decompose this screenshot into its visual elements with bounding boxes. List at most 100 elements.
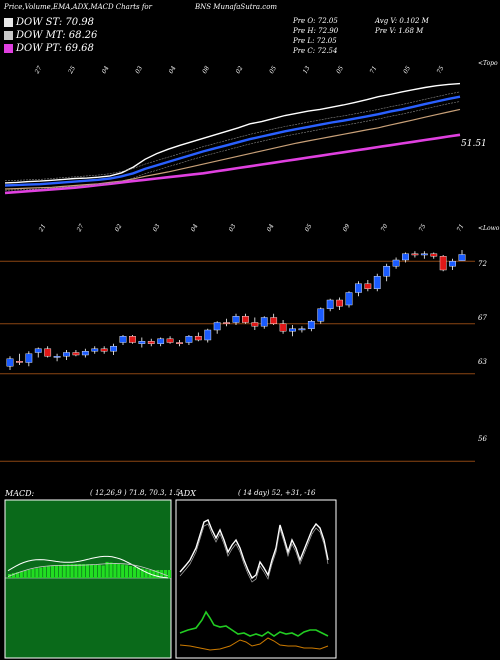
level-label-67: 67 <box>478 314 487 322</box>
ema-date-tick: 71 <box>369 65 379 75</box>
stat-prev-high: Pre H: 72.90 <box>293 27 339 35</box>
candle-body <box>157 338 165 344</box>
legend-dow-pt-swatch <box>4 44 13 53</box>
level-label-72: 72 <box>478 260 487 268</box>
macd-histogram-bar <box>164 570 168 578</box>
candle-body <box>194 336 202 341</box>
candle-body <box>16 361 23 363</box>
candle-body <box>289 328 296 332</box>
macd-signal-line <box>7 563 169 577</box>
candle-body <box>355 283 362 293</box>
candle-body <box>91 348 99 352</box>
macd-histogram-bar <box>39 567 43 578</box>
macd-histogram-bar <box>58 564 62 578</box>
ema-line-4 <box>4 133 461 195</box>
ema-date-tick: 75 <box>436 65 446 75</box>
ema-date-tick: 25 <box>67 65 77 76</box>
legend-dow-mt-label: DOW MT: 68.26 <box>16 30 98 41</box>
price-date-tick: 04 <box>190 223 200 233</box>
candle-body <box>345 292 353 306</box>
candle-body <box>270 317 278 324</box>
macd-histogram-bar <box>86 564 90 578</box>
ema-line-2 <box>4 95 461 187</box>
macd-params: ( 12,26,9 ) 71.8, 70.3, 1.5 <box>90 489 181 497</box>
legend-dow-st: DOW ST: 70.98 <box>4 17 94 28</box>
candle-body <box>279 323 287 332</box>
macd-histogram-bar <box>11 573 16 578</box>
ema-date-tick: 05 <box>335 65 345 75</box>
legend-dow-st-swatch <box>4 18 13 27</box>
ema-line-1 <box>4 82 461 184</box>
price-date-tick: 03 <box>228 223 238 233</box>
candle-body <box>204 329 212 341</box>
macd-histogram-bar <box>136 567 140 578</box>
candle-body <box>326 299 334 309</box>
macd-histogram-bar <box>78 564 82 578</box>
candle-body <box>420 253 428 256</box>
macd-histogram-bar <box>117 563 121 578</box>
macd-line <box>7 555 169 579</box>
price-date-tick: 09 <box>342 223 352 233</box>
macd-histogram-bar <box>105 561 109 578</box>
ema-date-tick: 05 <box>268 65 278 75</box>
adx-params: ( 14 day) 52, +31, -16 <box>238 489 316 497</box>
macd-histogram-bar <box>113 563 117 578</box>
chart-title-left: Price,Volume,EMA,ADX,MACD Charts for <box>4 3 152 11</box>
macd-histogram-bar <box>89 564 94 578</box>
ema-band-2 <box>4 101 461 191</box>
macd-histogram-bar <box>54 565 58 578</box>
macd-histogram-bar <box>35 568 39 578</box>
candle-body <box>336 299 343 307</box>
macd-histogram-bar <box>97 565 101 578</box>
legend-dow-mt-swatch <box>4 31 13 40</box>
macd-histogram-bar <box>15 572 19 578</box>
candle-body <box>34 348 42 353</box>
stat-prev-close: Pre C: 72.54 <box>293 47 338 55</box>
price-date-tick: 21 <box>37 223 47 234</box>
candle-body <box>430 253 438 257</box>
macd-histogram-bar <box>167 570 172 578</box>
macd-histogram-bar <box>144 569 148 578</box>
candle-body <box>232 316 240 323</box>
ema-date-tick: 04 <box>101 65 111 75</box>
candle-body <box>251 322 259 327</box>
candle-body <box>129 336 136 343</box>
ema-date-tick: 02 <box>235 65 245 75</box>
candle-body <box>317 308 325 322</box>
candle-body <box>63 352 70 357</box>
candle-body <box>44 348 52 357</box>
candle-body <box>166 338 174 343</box>
chart-title-right: BNS MunafaSutra.com <box>195 3 278 11</box>
legend-dow-mt: DOW MT: 68.26 <box>4 30 97 41</box>
adx-minus-di-line <box>179 637 329 651</box>
candle-body <box>383 266 391 277</box>
price-date-tick: 02 <box>114 223 124 233</box>
macd-histogram-bar <box>121 564 125 578</box>
candle-body <box>260 317 268 327</box>
macd-histogram-bar <box>19 571 23 578</box>
price-corner-label: <Lowo <box>478 225 500 232</box>
candle-body <box>449 261 456 267</box>
candle-body <box>402 253 409 261</box>
macd-histogram-bar <box>70 564 74 578</box>
candle-body <box>373 276 381 289</box>
ema-date-tick: 08 <box>201 65 211 75</box>
candle-body <box>392 259 400 267</box>
macd-histogram-bar <box>31 568 35 578</box>
macd-histogram-bar <box>156 570 160 578</box>
candle-body <box>223 322 230 324</box>
candle-body <box>100 348 108 352</box>
macd-histogram-bar <box>132 566 136 578</box>
ema-price-label: 51.51 <box>461 139 487 149</box>
ema-date-tick: 27 <box>33 65 43 76</box>
candle-body <box>213 322 221 331</box>
price-date-tick: 70 <box>380 223 390 233</box>
candle-body <box>298 328 306 331</box>
ema-line-3 <box>4 108 461 190</box>
legend-dow-pt-label: DOW PT: 69.68 <box>16 43 94 54</box>
macd-histogram-bar <box>43 566 47 578</box>
stat-prev-volume: Pre V: 1.68 M <box>375 27 424 35</box>
candle-body <box>411 253 419 256</box>
macd-histogram-bar <box>47 566 51 578</box>
